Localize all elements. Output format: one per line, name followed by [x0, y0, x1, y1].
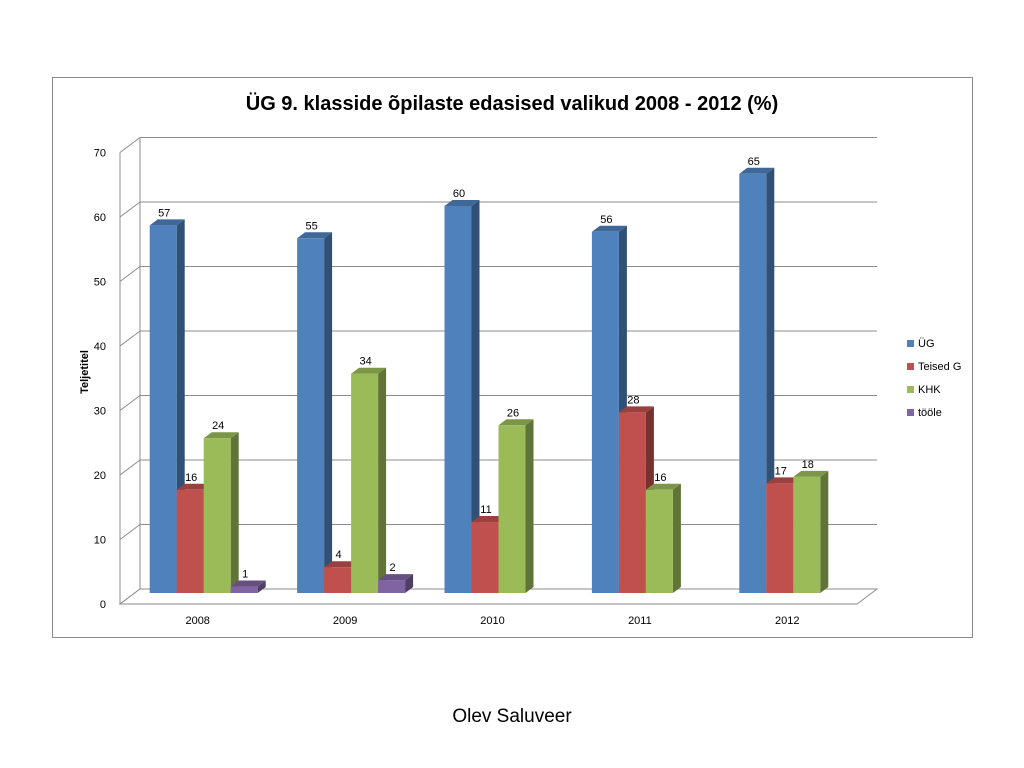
bar [297, 238, 325, 593]
data-label: 2 [390, 562, 396, 574]
bar [766, 483, 794, 593]
data-label: 17 [775, 465, 787, 477]
bar-top [739, 167, 775, 174]
legend-swatch [907, 363, 914, 370]
bar [351, 373, 379, 593]
bar-top [176, 483, 212, 490]
bar-top [324, 561, 360, 568]
y-tick-label: 50 [94, 277, 106, 289]
gridline-side [119, 330, 141, 347]
y-tick-label: 20 [94, 470, 106, 482]
bar-top [444, 200, 480, 206]
data-label: 34 [359, 356, 371, 368]
data-label: 18 [802, 459, 814, 471]
footer-author: Olev Saluveer [452, 706, 572, 727]
bar [203, 438, 231, 593]
x-tick-label: 2012 [775, 615, 799, 627]
y-tick-label: 10 [94, 535, 106, 547]
bar [498, 425, 526, 593]
bar-side [525, 419, 534, 593]
bar-side [257, 580, 266, 593]
gridline-side [119, 137, 141, 153]
data-label: 60 [453, 188, 465, 200]
bar-side [820, 470, 829, 593]
gridline-side [119, 459, 141, 476]
gridline-side [119, 266, 141, 282]
y-axis-label: Teljetitel [79, 350, 91, 394]
data-label: 11 [480, 504, 491, 516]
gridline-side [119, 524, 141, 540]
x-tick-label: 2011 [628, 615, 652, 627]
data-label: 56 [600, 214, 612, 226]
bar-top [378, 574, 414, 581]
legend-entry: tööle [918, 407, 942, 419]
legend-swatch [907, 340, 914, 347]
bar [618, 412, 646, 593]
data-label: 57 [158, 207, 170, 219]
legend-swatch [907, 409, 914, 416]
bar-side [672, 483, 681, 593]
y-tick-label: 0 [100, 599, 106, 611]
chart-title: ÜG 9. klasside õpilaste edasised valikud… [246, 92, 778, 115]
bar [378, 580, 406, 593]
bar-top [618, 406, 654, 413]
data-label: 24 [212, 420, 224, 432]
bar-top [645, 483, 681, 490]
legend-entry: KHK [918, 384, 941, 396]
data-label: 28 [627, 394, 639, 406]
bar [230, 586, 258, 593]
bar-top [793, 470, 829, 477]
bar [739, 173, 767, 593]
data-label: 4 [336, 549, 342, 561]
bar-top [203, 432, 239, 439]
bar-side [405, 574, 414, 593]
x-tick-label: 2008 [185, 615, 209, 627]
y-tick-label: 40 [94, 341, 106, 353]
gridline-side [119, 395, 141, 411]
bar-side [230, 432, 239, 593]
bar [591, 231, 619, 594]
x-tick-label: 2009 [333, 615, 357, 627]
data-label: 26 [507, 407, 519, 419]
bar-top [766, 477, 802, 484]
bar-top [471, 516, 507, 523]
bar-top [230, 580, 266, 587]
y-tick-label: 30 [94, 406, 106, 418]
legend-entry: Teised G [918, 361, 961, 373]
legend-swatch [907, 386, 914, 393]
y-tick-label: 60 [94, 212, 106, 224]
bar-top [351, 367, 387, 374]
bar [471, 522, 499, 593]
bar-top [498, 419, 534, 426]
data-label: 16 [654, 472, 666, 484]
bar [149, 225, 177, 593]
bar [176, 489, 204, 593]
x-tick-label: 2010 [480, 615, 504, 627]
bar-side [471, 200, 480, 593]
bar [444, 206, 472, 593]
data-label: 65 [748, 156, 760, 168]
bar-top [149, 219, 185, 226]
bar [324, 567, 352, 593]
bar [645, 489, 673, 593]
bar-side [324, 232, 333, 593]
y-tick-label: 70 [94, 148, 106, 160]
legend-entry: ÜG [918, 338, 935, 350]
data-label: 55 [305, 220, 317, 232]
bar-top [591, 225, 627, 232]
bar-side [378, 367, 387, 593]
data-label: 16 [185, 472, 197, 484]
data-label: 1 [242, 569, 248, 581]
bar [793, 476, 821, 593]
bar-top [297, 232, 333, 239]
gridline-side [119, 201, 141, 218]
